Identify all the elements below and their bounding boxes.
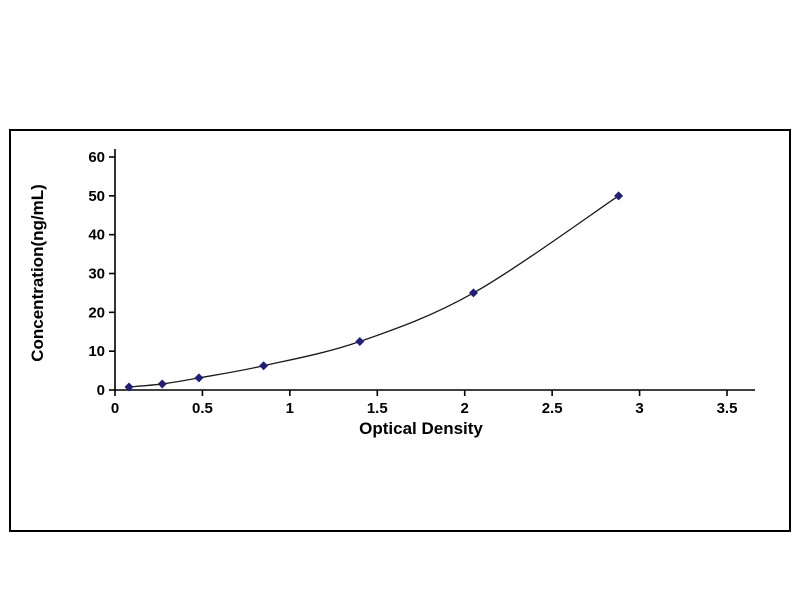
- y-tick-label: 0: [97, 382, 105, 399]
- data-point-marker: [468, 288, 478, 298]
- x-tick-label: 1.5: [367, 400, 388, 417]
- x-tick-label: 2.5: [542, 400, 563, 417]
- x-tick-label: 3: [635, 400, 643, 417]
- y-tick-label: 20: [88, 304, 105, 321]
- y-tick-label: 40: [88, 227, 105, 244]
- data-point-marker: [614, 191, 624, 201]
- x-tick-label: 0.5: [192, 400, 213, 417]
- y-axis-title: Concentration(ng/mL): [28, 184, 47, 362]
- x-tick-label: 1: [286, 400, 294, 417]
- y-tick-label: 30: [88, 266, 105, 283]
- data-point-marker: [259, 361, 269, 371]
- y-tick-label: 50: [88, 188, 105, 205]
- axis-lines: [114, 149, 755, 391]
- x-tick-label: 3.5: [717, 400, 738, 417]
- data-point-marker: [355, 336, 365, 346]
- chart-panel: 0 0.5 1 1.5 2 2.5 3 3.5 0 10 20 30 40 50 60 Concentrat…: [9, 129, 791, 532]
- y-tick-label: 60: [88, 149, 105, 166]
- x-tick-label: 0: [111, 400, 119, 417]
- y-tick-label: 10: [88, 343, 105, 360]
- chart-svg: 0 0.5 1 1.5 2 2.5 3 3.5 0 10 20 30 40 50 60: [88, 149, 755, 417]
- data-point-marker: [194, 373, 204, 383]
- data-point-marker: [124, 382, 134, 392]
- data-curve: [128, 195, 619, 388]
- x-axis-title: Optical Density: [359, 419, 483, 438]
- x-tick-label: 2: [461, 400, 469, 417]
- data-point-marker: [157, 379, 167, 389]
